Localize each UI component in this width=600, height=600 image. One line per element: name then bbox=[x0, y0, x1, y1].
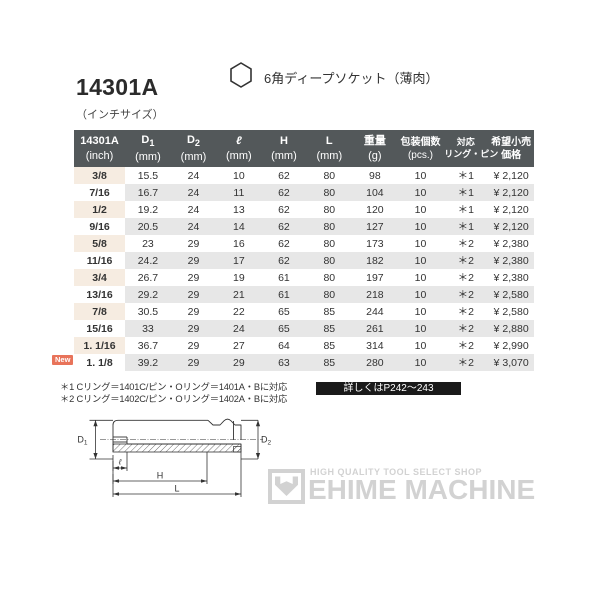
svg-text:D1: D1 bbox=[77, 435, 88, 447]
svg-text:H: H bbox=[157, 471, 164, 481]
svg-text:ℓ: ℓ bbox=[118, 458, 122, 467]
svg-text:D2: D2 bbox=[261, 435, 272, 447]
svg-text:L: L bbox=[174, 484, 179, 494]
